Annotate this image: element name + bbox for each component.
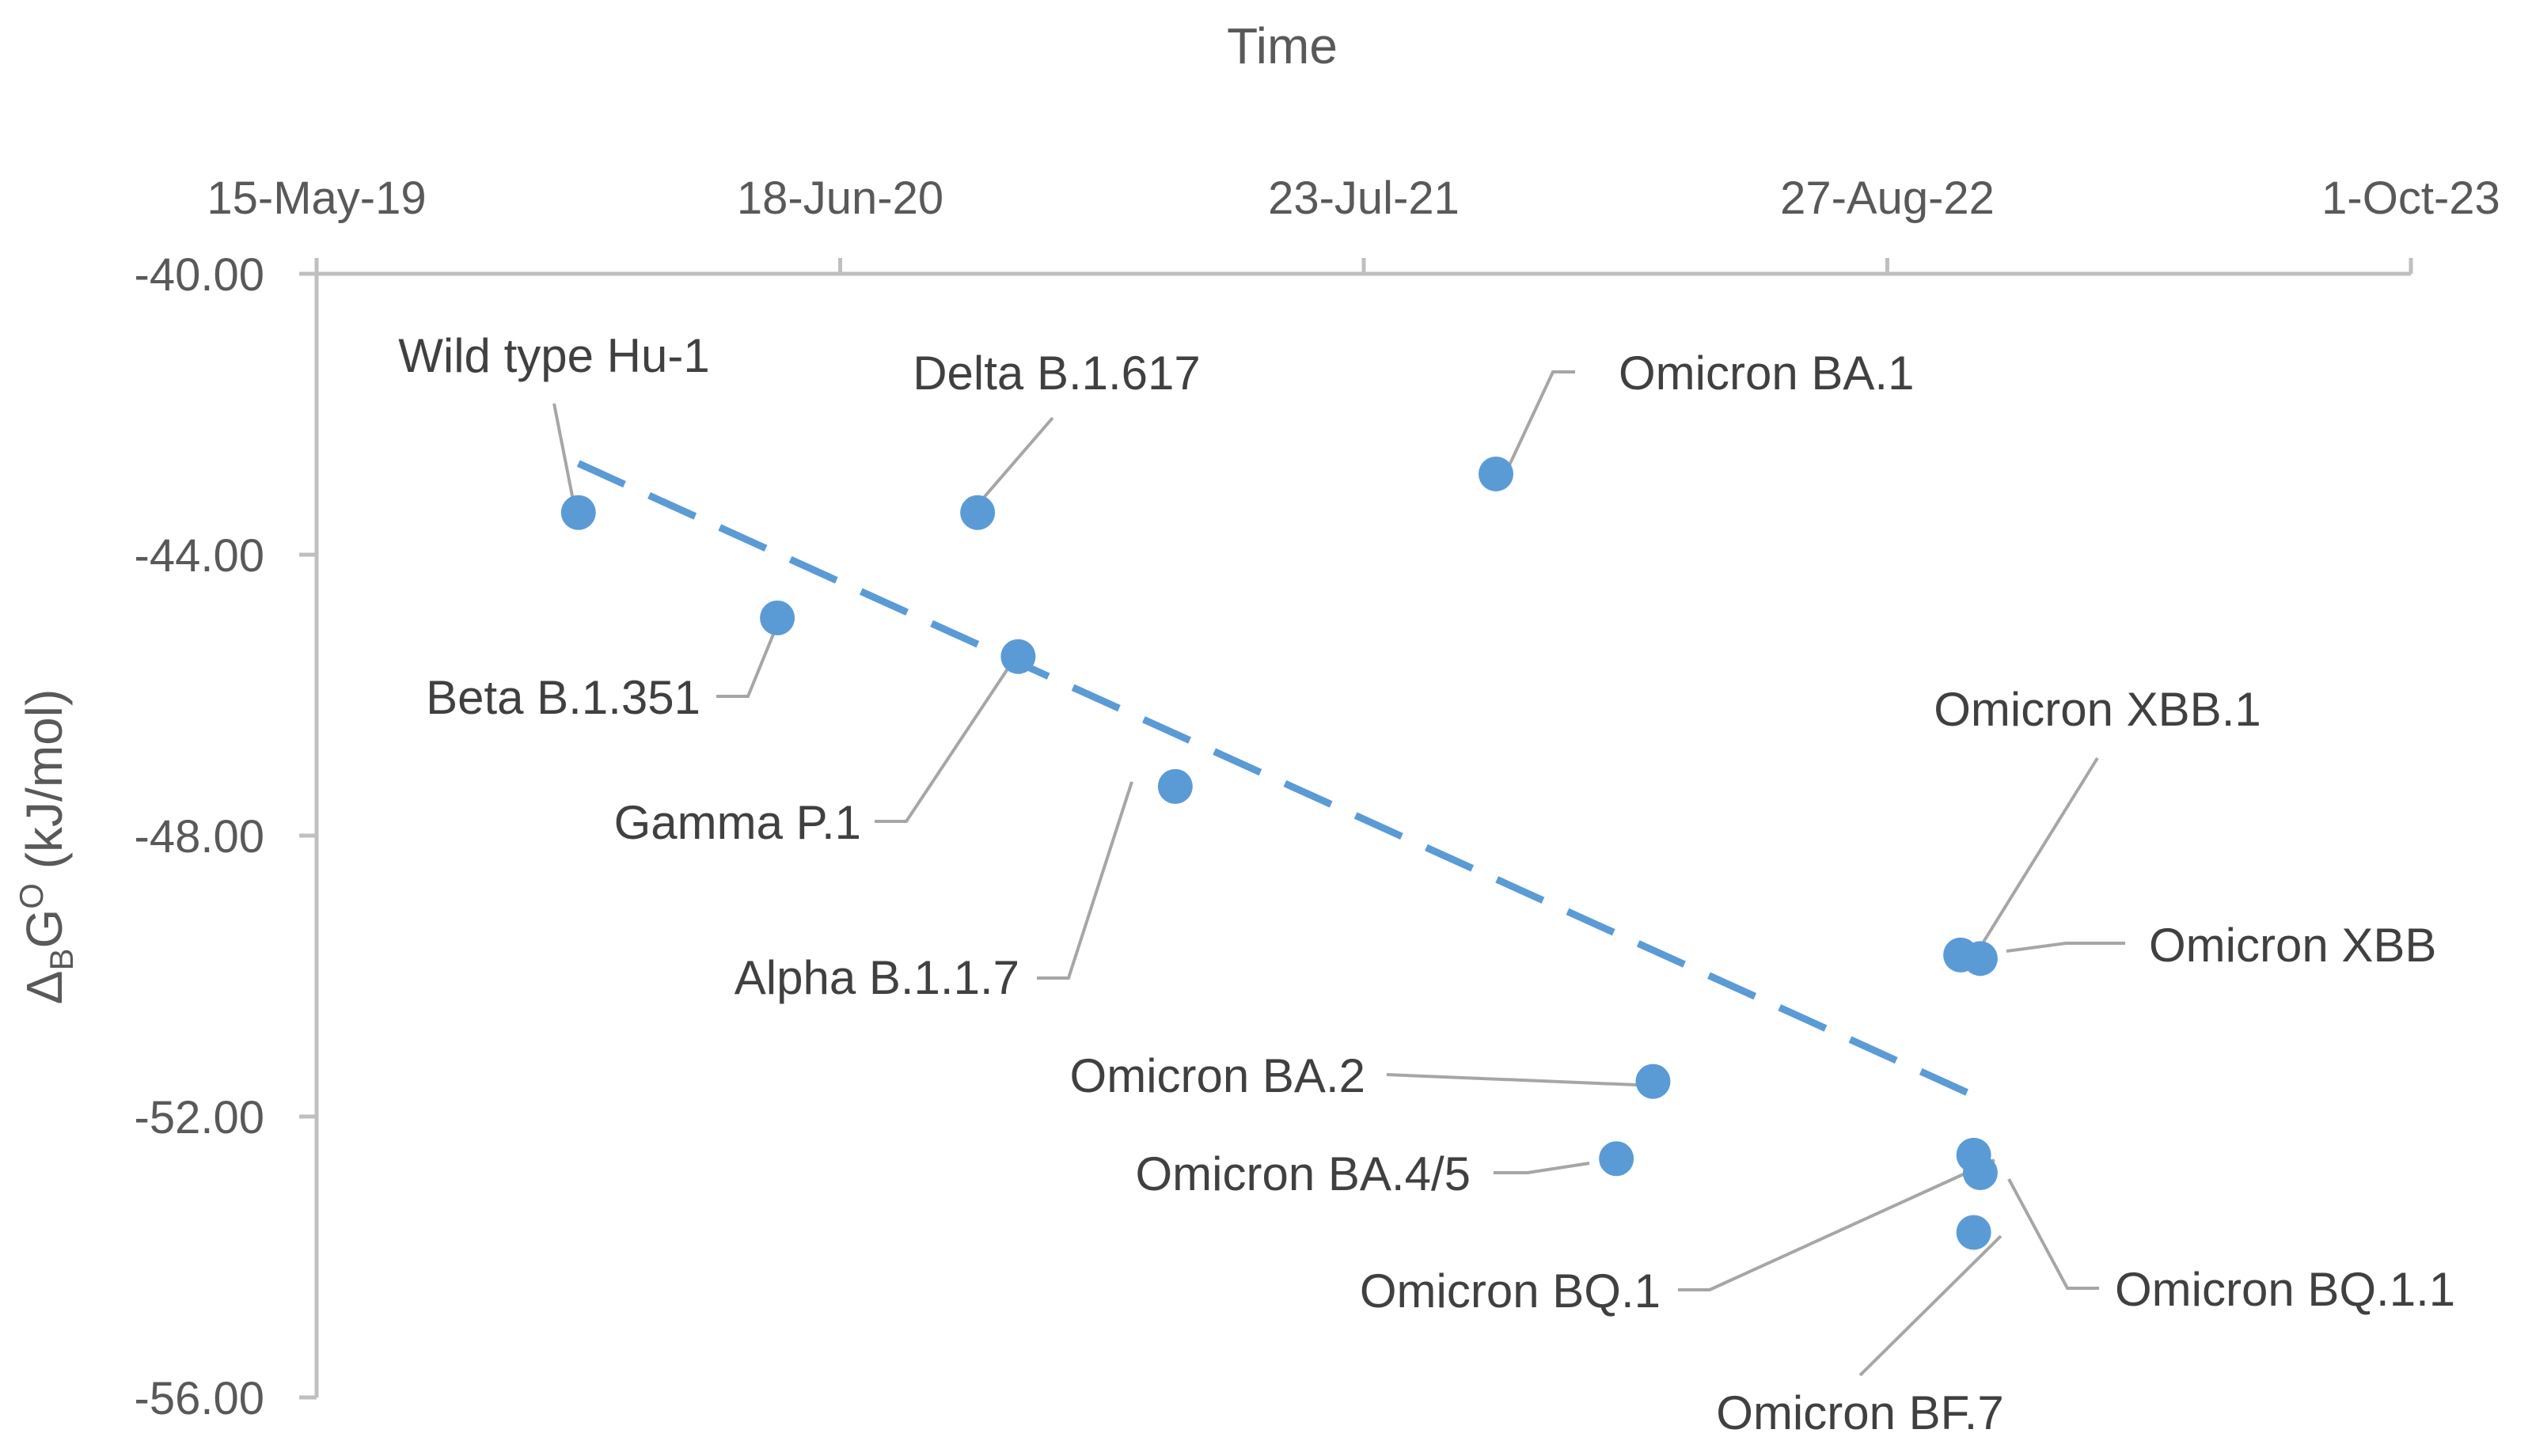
y-title-g: G [16,909,73,949]
x-tick-label: 15-May-19 [207,173,426,224]
x-axis-title: Time [1227,17,1338,74]
leader-line [2006,942,2125,953]
y-title-delta: Δ [16,971,73,1005]
data-label: Alpha B.1.1.7 [735,951,1019,1004]
data-point [1962,1155,1998,1190]
data-point [960,495,996,530]
data-point [1635,1064,1671,1099]
data-label: Gamma P.1 [614,796,861,849]
data-label: Beta B.1.351 [426,671,700,724]
data-point [760,600,795,635]
data-label: Delta B.1.617 [913,347,1201,400]
data-point [1599,1141,1634,1177]
y-axis-title: ΔBGO (kJ/mol) [13,689,80,1005]
leader-line [1678,1158,1995,1291]
leader-line [970,416,1054,513]
y-tick-label: -44.00 [135,530,264,582]
y-tick-label: -40.00 [135,249,264,301]
data-label: Omicron XBB.1 [1934,683,2261,736]
data-point [1479,456,1514,491]
leader-line [1858,1234,2002,1377]
data-label: Omicron BQ.1.1 [2115,1263,2455,1316]
x-tick-label: 1-Oct-23 [2321,173,2500,224]
data-point [560,495,596,530]
trendline [576,460,1976,1099]
data-label: Omicron BF.7 [1716,1386,2003,1439]
leader-line [716,618,781,698]
y-ticks: -40.00 -44.00 -48.00 -52.00 -56.00 [135,249,317,1424]
data-label: Omicron BQ.1 [1360,1265,1661,1318]
leader-line [1386,1073,1657,1087]
y-title-sup: O [13,883,50,909]
leader-line [875,657,1016,823]
data-point [1962,941,1998,976]
leader-line [2007,1178,2099,1290]
data-label: Omicron BA.2 [1070,1049,1365,1102]
x-tick-label: 18-Jun-20 [737,173,943,224]
x-tick-label: 23-Jul-21 [1268,173,1460,224]
x-tick-label: 27-Aug-22 [1780,173,1995,224]
y-title-unit: (kJ/mol) [16,689,73,883]
label-leader-lines [552,370,2125,1377]
y-tick-label: -48.00 [135,811,264,863]
data-label: Omicron XBB [2149,919,2436,972]
y-tick-label: -52.00 [135,1092,264,1143]
leader-line [1494,1162,1590,1174]
data-labels: Wild type Hu-1 Delta B.1.617 Omicron BA.1 B… [398,329,2455,1439]
data-label: Wild type Hu-1 [398,329,709,382]
y-tick-label: -56.00 [135,1373,264,1424]
leader-line [1507,370,1575,468]
data-point [1000,639,1036,674]
data-point [1157,768,1193,804]
data-point [1956,1215,1991,1250]
data-label: Omicron BA.4/5 [1136,1147,1471,1200]
y-title-sub: B [43,949,80,971]
leader-line [1977,756,2099,951]
x-ticks: 15-May-19 18-Jun-20 23-Jul-21 27-Aug-22 1-Oc… [207,173,2500,274]
data-points [560,456,1998,1250]
data-label: Omicron BA.1 [1619,347,1914,400]
leader-line [1037,781,1133,980]
